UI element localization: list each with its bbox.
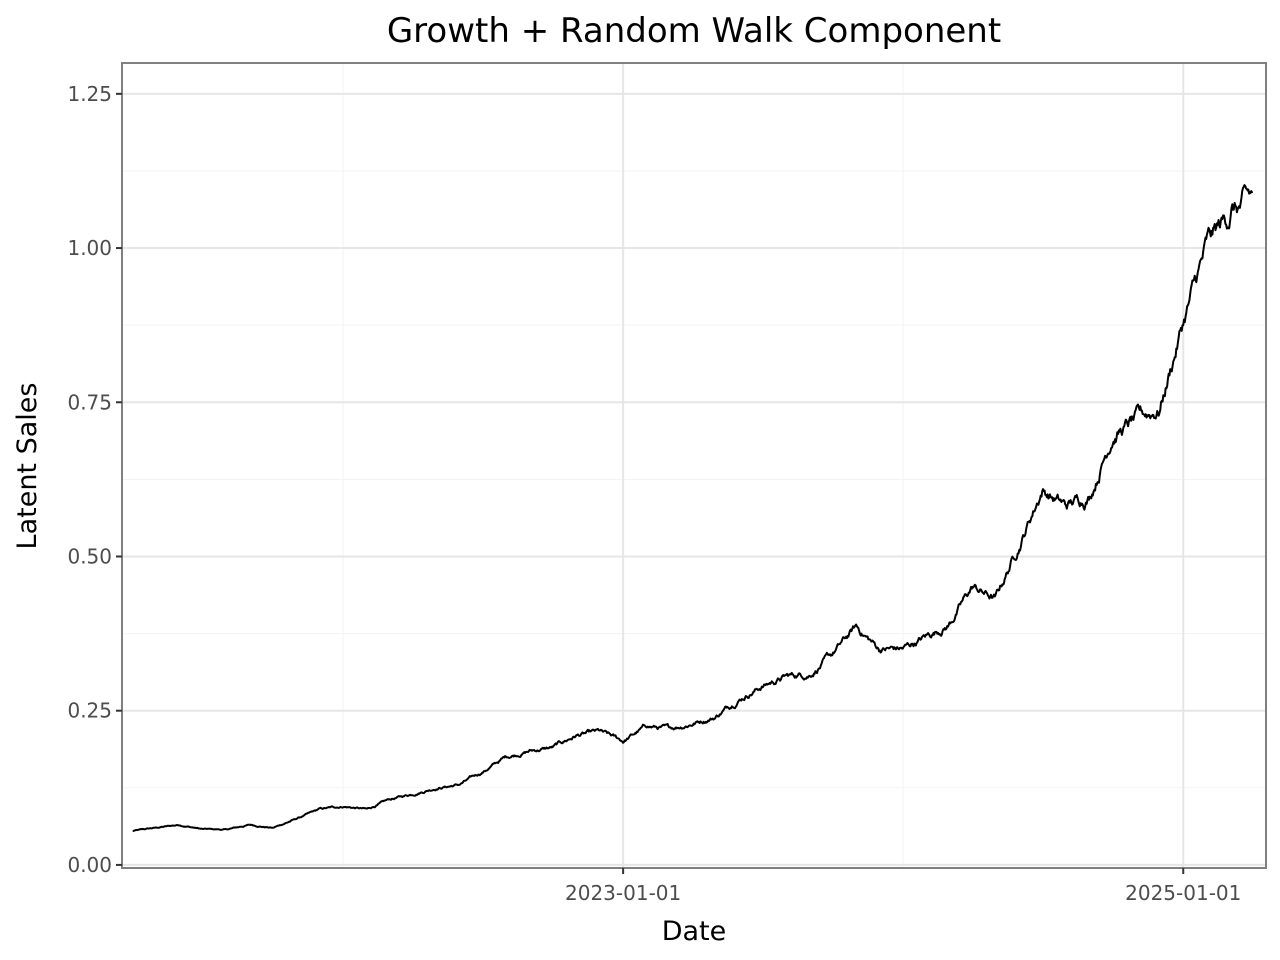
x-axis-title: Date — [662, 916, 727, 947]
x-axis: 2023-01-01 2025-01-01 — [565, 868, 1241, 905]
y-tick-label: 0.75 — [67, 390, 112, 414]
x-tick-label: 2025-01-01 — [1125, 881, 1241, 905]
chart-title: Growth + Random Walk Component — [387, 11, 1001, 51]
y-axis-title: Latent Sales — [12, 383, 43, 550]
y-tick-label: 1.25 — [67, 82, 112, 106]
major-gridlines — [122, 63, 1266, 868]
x-tick-label: 2023-01-01 — [565, 881, 681, 905]
plot-border — [121, 62, 1267, 869]
y-tick-label: 0.50 — [67, 544, 112, 568]
y-tick-label: 1.00 — [67, 236, 112, 260]
plot-panel — [122, 63, 1266, 868]
y-tick-label: 0.00 — [67, 853, 112, 877]
y-tick-label: 0.25 — [67, 699, 112, 723]
series-line — [132, 184, 1254, 832]
y-axis: 0.00 0.25 0.50 0.75 1.00 1.25 — [67, 82, 122, 877]
minor-gridlines — [122, 63, 1266, 868]
